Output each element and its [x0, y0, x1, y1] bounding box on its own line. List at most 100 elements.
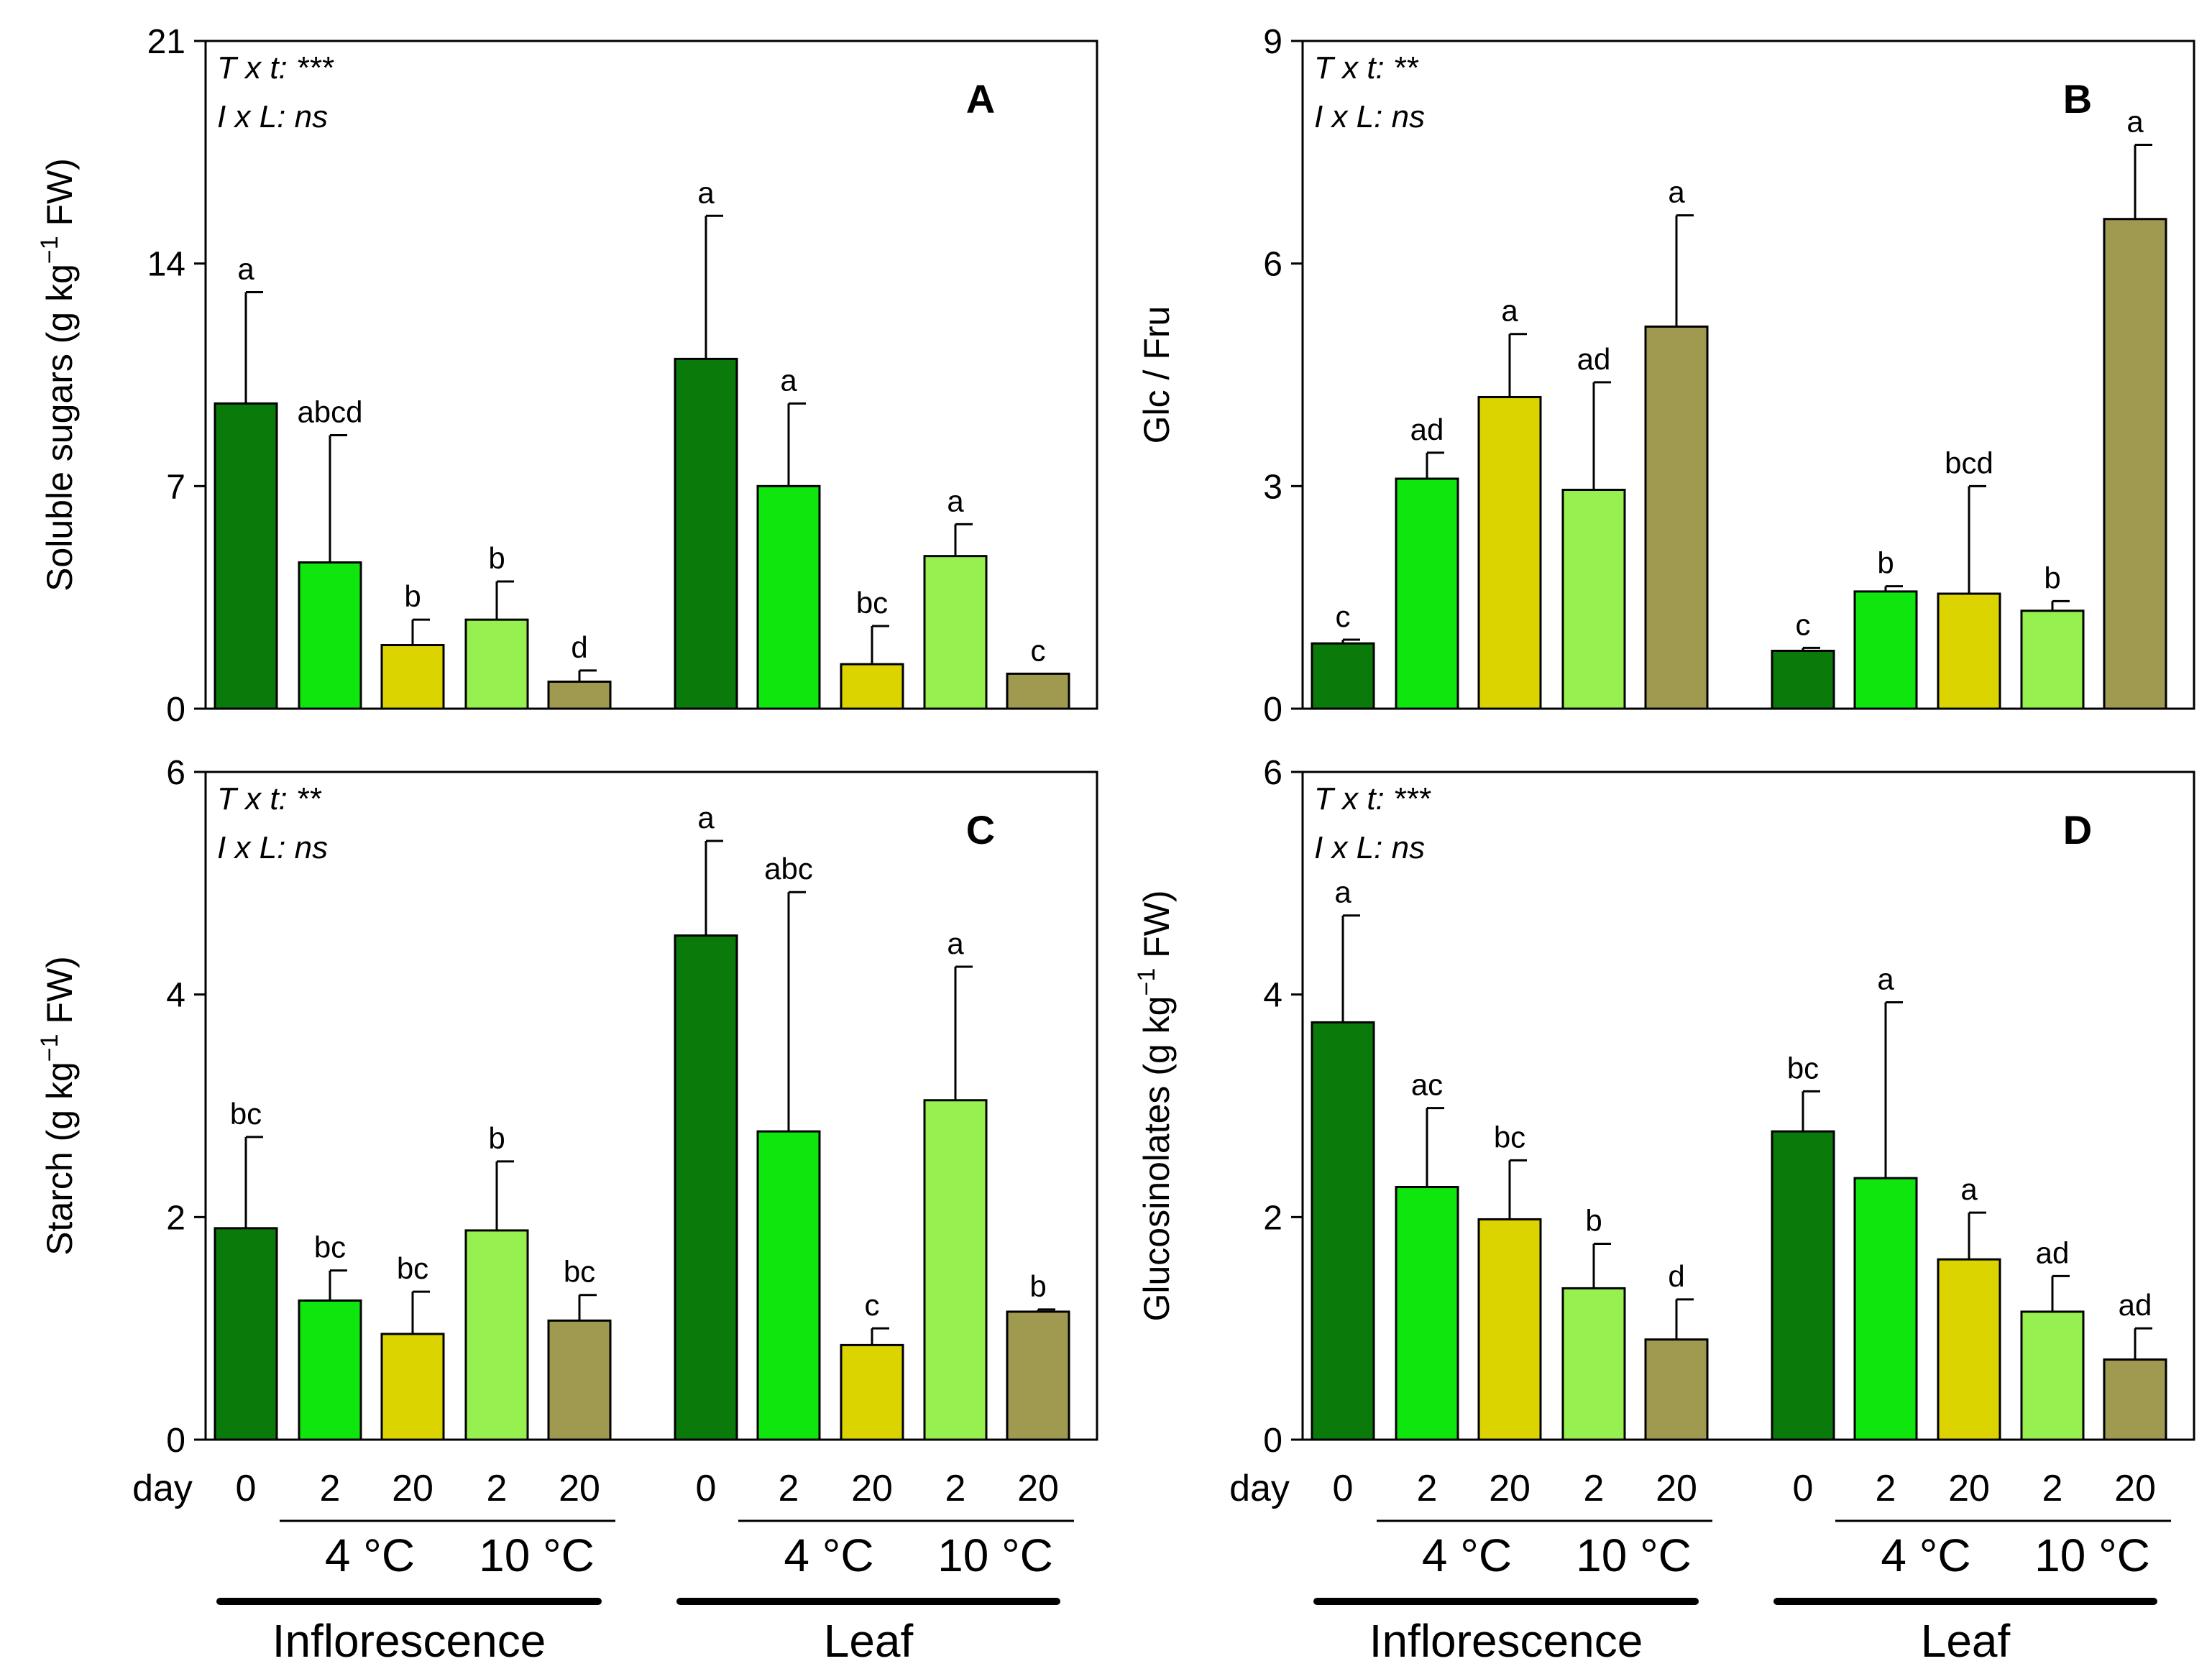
organ-label: Inflorescence: [1369, 1615, 1643, 1667]
y-tick-label: 6: [1263, 246, 1282, 284]
organ-label: Leaf: [1921, 1615, 2011, 1667]
significance-letter: a: [947, 484, 964, 518]
significance-letter: c: [1031, 633, 1046, 667]
day-tick-label: 2: [945, 1468, 966, 1509]
significance-letter: a: [947, 926, 964, 960]
bar: [1644, 1338, 1709, 1441]
y-axis-title-unit: FW): [1137, 890, 1177, 967]
significance-letter: b: [1585, 1203, 1602, 1237]
significance-letter: d: [571, 630, 587, 664]
y-tick-label: 4: [166, 977, 185, 1015]
day-tick-label: 2: [487, 1468, 508, 1509]
bar: [1006, 672, 1070, 710]
temperature-label: 4 °C: [1422, 1530, 1512, 1581]
y-axis-title-unit: FW): [40, 158, 80, 236]
significance-letter: bc: [564, 1255, 595, 1289]
y-tick-label: 2: [1263, 1199, 1282, 1237]
significance-letter: abcd: [297, 395, 362, 429]
y-tick-label: 14: [147, 246, 185, 284]
significance-letter: a: [237, 252, 254, 285]
stats-annotation: T x t: ***: [1314, 781, 1431, 816]
temperature-label: 10 °C: [2034, 1530, 2150, 1581]
bar: [1395, 1186, 1459, 1441]
y-axis-title-main: Starch (g kg: [40, 1062, 80, 1256]
bar: [2020, 1310, 2085, 1441]
significance-letter: b: [488, 541, 505, 575]
bar: [1853, 590, 1918, 710]
bar: [674, 934, 738, 1441]
y-tick-label: 3: [1263, 468, 1282, 506]
significance-letter: bc: [1787, 1051, 1819, 1085]
stats-annotation: T x t: ***: [217, 50, 334, 86]
panel-letter: D: [2063, 807, 2092, 852]
significance-letter: c: [1336, 599, 1351, 633]
y-axis-title-main: Glc / Fru: [1137, 306, 1177, 444]
bar: [1477, 395, 1542, 710]
y-axis-title: Soluble sugars (g kg−1 FW): [36, 158, 80, 592]
y-tick-label: 0: [166, 1422, 185, 1460]
significance-letter: bc: [856, 586, 888, 620]
bar: [1771, 1130, 1835, 1441]
bar: [1561, 1287, 1626, 1441]
chart-panel-d: 0 2 4 6 Glucosinolates (g kg−1 FW) T x t: ***…: [1133, 754, 2195, 1667]
bar: [1771, 649, 1835, 710]
significance-letter: bc: [230, 1097, 262, 1131]
stats-annotation: I x L: ns: [217, 830, 328, 865]
bar: [840, 663, 904, 710]
bar: [756, 1130, 821, 1441]
y-axis-title-superscript: −1: [36, 1034, 63, 1062]
significance-letter: a: [1668, 175, 1685, 209]
significance-letter: ad: [1577, 342, 1611, 376]
y-axis-title-superscript: −1: [1133, 968, 1160, 996]
stats-annotation: I x L: ns: [1314, 99, 1425, 134]
significance-letter: b: [2044, 561, 2060, 594]
significance-letter: d: [1668, 1259, 1684, 1293]
day-tick-label: 2: [1876, 1468, 1896, 1509]
stats-annotation: I x L: ns: [1314, 830, 1425, 865]
temperature-label: 10 °C: [479, 1530, 595, 1581]
bar: [1561, 488, 1626, 710]
bar: [214, 402, 278, 710]
y-axis-title: Glucosinolates (g kg−1 FW): [1133, 890, 1177, 1321]
day-tick-label: 20: [1489, 1468, 1530, 1509]
y-tick-label: 0: [166, 691, 185, 729]
bar: [298, 561, 362, 710]
significance-letter: bc: [1494, 1120, 1525, 1154]
significance-letter: a: [697, 175, 715, 209]
day-tick-label: 20: [2114, 1468, 2156, 1509]
bar: [1006, 1310, 1070, 1441]
bar: [380, 644, 445, 710]
bar: [923, 1099, 988, 1441]
bar: [756, 484, 821, 710]
bar: [1395, 477, 1459, 710]
y-tick-label: 9: [1263, 23, 1282, 61]
bar: [380, 1333, 445, 1441]
bar: [1311, 1021, 1375, 1441]
significance-letter: a: [1877, 962, 1894, 996]
day-tick-label: 2: [1584, 1468, 1605, 1509]
significance-letter: b: [1877, 546, 1894, 580]
bar: [840, 1343, 904, 1441]
day-tick-label: 20: [392, 1468, 433, 1509]
significance-letter: ac: [1411, 1068, 1443, 1102]
bar: [464, 618, 529, 710]
bar: [923, 555, 988, 710]
y-tick-label: 21: [147, 23, 185, 61]
y-axis-title-superscript: −1: [36, 236, 63, 264]
significance-letter: a: [780, 363, 797, 397]
day-tick-label: 2: [1417, 1468, 1438, 1509]
day-tick-label: 0: [1333, 1468, 1354, 1509]
x-axis-labels: day 0 2 20 2 20 4 °C 10 °C Inflorescence 0 2 20 2 20 4…: [132, 1468, 1074, 1667]
significance-letter: abc: [764, 852, 813, 886]
day-tick-label: 2: [320, 1468, 341, 1509]
significance-letter: b: [1029, 1269, 1046, 1303]
bar: [464, 1229, 529, 1441]
significance-letter: bc: [397, 1251, 428, 1285]
chart-panel-a: 0 7 14 21 Soluble sugars (g kg−1 FW) T x t: *…: [36, 23, 1098, 729]
stats-annotation: T x t: **: [1314, 50, 1419, 86]
significance-letter: a: [1334, 875, 1351, 909]
day-tick-label: 0: [236, 1468, 257, 1509]
day-tick-label: 0: [696, 1468, 717, 1509]
significance-letter: a: [697, 801, 715, 834]
